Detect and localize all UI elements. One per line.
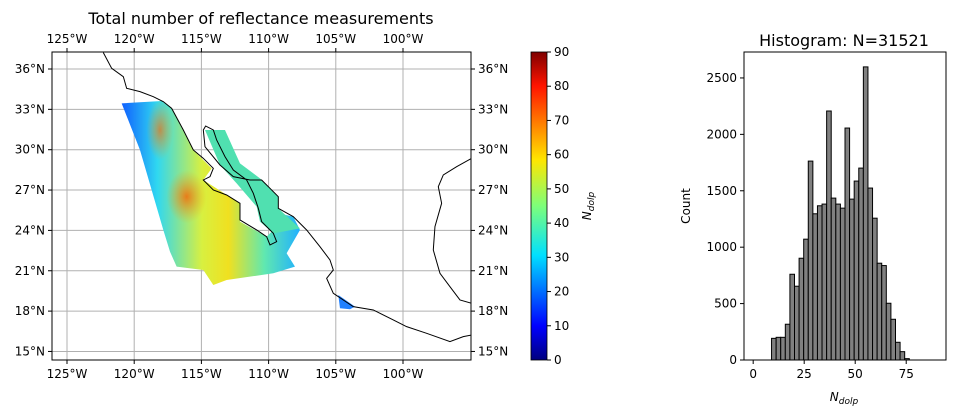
histogram-bar: [853, 180, 860, 361]
colorbar-label: Ndolp: [580, 192, 597, 221]
histogram-bar: [830, 197, 837, 361]
histogram-xlabel: Ndolp: [830, 390, 859, 407]
lat-tick-label-left: 24°N: [15, 223, 45, 237]
lat-tick-label-left: 27°N: [15, 183, 45, 197]
histogram-ytick-label: 2500: [706, 71, 737, 85]
lat-tick-label-left: 15°N: [15, 344, 45, 358]
histogram-ytick-label: 500: [714, 297, 737, 311]
histogram-bar: [812, 213, 818, 361]
colorbar-ticks: 0 10 20 30 40 50 60 70 80 90: [547, 45, 569, 367]
map-frame: [51, 51, 472, 361]
colorbar-tick-label: 30: [554, 250, 569, 264]
histogram-xtick-label: 25: [797, 367, 812, 381]
histogram-bar: [826, 110, 832, 361]
coastline-east: [432, 158, 471, 304]
histogram-bar: [835, 203, 841, 361]
histogram-bars: [771, 66, 910, 361]
histogram-bar: [789, 273, 796, 361]
histogram-bar: [862, 66, 869, 361]
lon-tick-label-top: 115°W: [181, 32, 222, 46]
histogram-xtick-label: 50: [848, 367, 863, 381]
histogram-bar: [771, 337, 777, 361]
histogram-bar: [794, 285, 800, 361]
lon-tick-label-bottom: 120°W: [114, 367, 155, 381]
histogram-bar: [798, 257, 805, 361]
colorbar-tick-label: 40: [554, 216, 569, 230]
lat-tick-label-left: 21°N: [15, 264, 45, 278]
lon-tick-label-top: 110°W: [248, 32, 289, 46]
lat-tick-label-right: 33°N: [478, 102, 508, 116]
histogram-xtick-label: 0: [749, 367, 757, 381]
histogram-bar: [881, 265, 887, 361]
lon-tick-label-bottom: 100°W: [383, 367, 424, 381]
lat-tick-label-left: 33°N: [15, 102, 45, 116]
lon-tick-label-bottom: 115°W: [181, 367, 222, 381]
histogram-bar: [775, 336, 782, 361]
map-content: [102, 52, 471, 343]
histogram-ylabel: Count: [679, 188, 693, 224]
lat-tick-label-left: 36°N: [15, 62, 45, 76]
histogram-xtick-label: 75: [899, 367, 914, 381]
map-title: Total number of reflectance measurements: [87, 9, 433, 28]
histogram-bar: [890, 318, 897, 361]
histogram-bar: [784, 323, 791, 361]
colorbar-tick-label: 20: [554, 285, 569, 299]
histogram-bar: [858, 167, 864, 361]
lon-tick-label-top: 125°W: [47, 32, 88, 46]
lon-tick-label-bottom: 110°W: [248, 367, 289, 381]
histogram-ytick-label: 1000: [706, 240, 737, 254]
histogram-bar: [844, 127, 851, 361]
histogram-bar: [816, 205, 823, 361]
data-gulf: [204, 129, 300, 234]
histogram-bar: [872, 217, 878, 361]
colorbar-tick-label: 70: [554, 113, 569, 127]
lon-tick-label-top: 105°W: [315, 32, 356, 46]
histogram-bar: [780, 336, 786, 361]
lat-tick-label-right: 30°N: [478, 143, 508, 157]
map-tick-labels: 125°W 125°W 120°W 120°W 115°W 115°W 110°W 110°W…: [15, 32, 509, 381]
colorbar-tick-label: 0: [554, 353, 562, 367]
histogram-ytick-label: 0: [729, 353, 737, 367]
lat-tick-label-right: 15°N: [478, 344, 508, 358]
map-gridlines: [52, 52, 471, 360]
histogram-title: Histogram: N=31521: [759, 31, 929, 50]
colorbar-tick-label: 90: [554, 45, 569, 59]
lon-tick-label-bottom: 125°W: [47, 367, 88, 381]
data-hotspot: [166, 169, 207, 224]
histogram-bar: [899, 351, 906, 361]
histogram-bar: [876, 262, 883, 361]
colorbar-tick-label: 80: [554, 79, 569, 93]
lat-tick-label-right: 18°N: [478, 304, 508, 318]
lat-tick-label-right: 36°N: [478, 62, 508, 76]
lon-tick-label-bottom: 105°W: [315, 367, 356, 381]
histogram-ytick-label: 1500: [706, 184, 737, 198]
lon-tick-label-top: 120°W: [114, 32, 155, 46]
lat-tick-label-right: 24°N: [478, 223, 508, 237]
histogram-bar: [803, 238, 809, 361]
histogram-bar: [807, 160, 814, 361]
histogram-bar: [839, 207, 846, 361]
histogram-ytick-label: 2000: [706, 127, 737, 141]
coastline-west: [102, 52, 471, 343]
lat-tick-label-left: 18°N: [15, 304, 45, 318]
histogram-bar: [821, 203, 828, 361]
histogram-ticks: 0 25 50 75 0 500 1000 1500 2000 2500: [706, 71, 913, 381]
lat-tick-label-right: 21°N: [478, 264, 508, 278]
histogram-bar: [867, 187, 874, 361]
histogram-bar: [849, 198, 855, 361]
colorbar-tick-label: 50: [554, 182, 569, 196]
histogram-frame: [743, 51, 947, 361]
histogram-bar: [895, 341, 901, 361]
colorbar-tick-label: 60: [554, 148, 569, 162]
lat-tick-label-right: 27°N: [478, 183, 508, 197]
lon-tick-label-top: 100°W: [383, 32, 424, 46]
histogram-bar: [885, 302, 892, 361]
lat-tick-label-left: 30°N: [15, 143, 45, 157]
colorbar: [530, 51, 548, 361]
colorbar-tick-label: 10: [554, 319, 569, 333]
